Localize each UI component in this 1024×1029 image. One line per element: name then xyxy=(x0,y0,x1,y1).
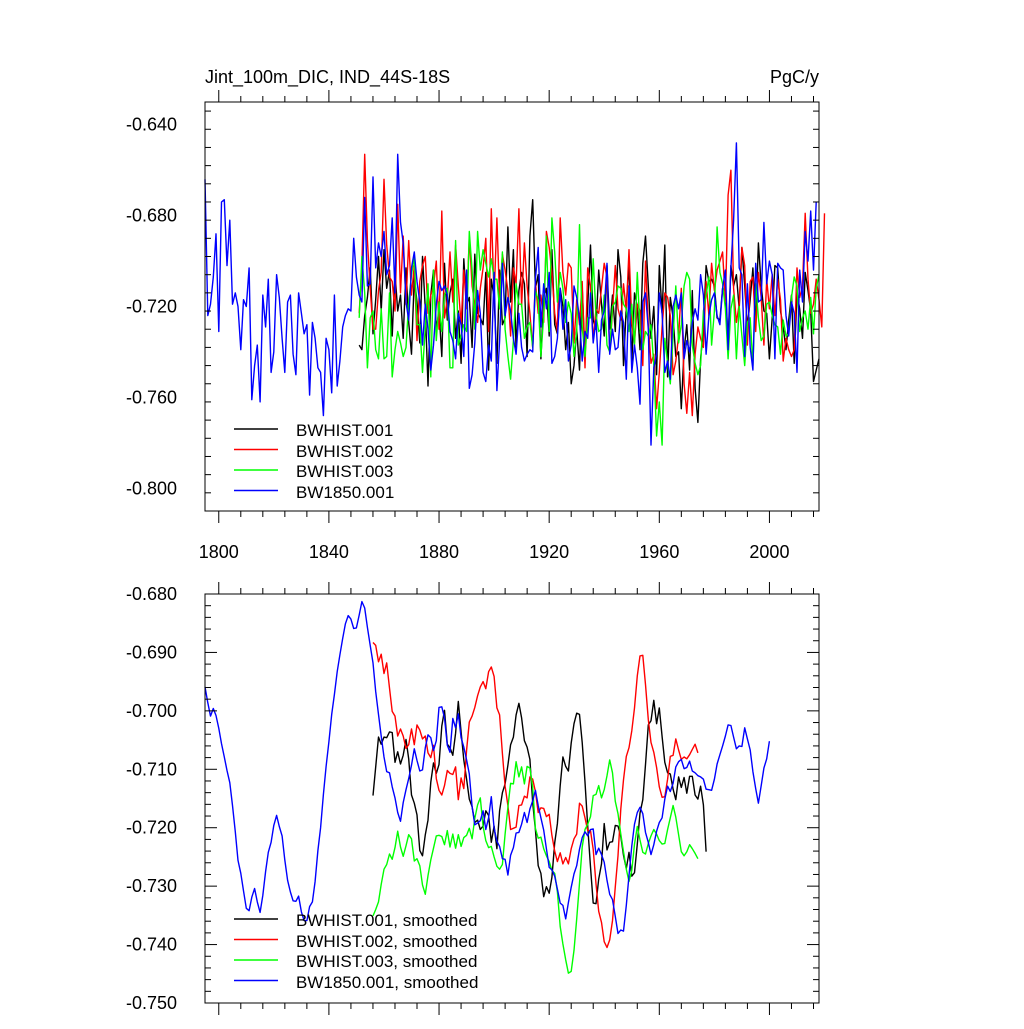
y-tick-label: -0.680 xyxy=(126,584,177,604)
y-tick-label: -0.740 xyxy=(126,935,177,955)
y-tick-label: -0.700 xyxy=(126,701,177,721)
top-panel-title: Jint_100m_DIC, IND_44S-18S xyxy=(205,67,450,88)
y-tick-label: -0.750 xyxy=(126,993,177,1013)
panel-smoothed: -0.680 -0.690 -0.700 -0.710 -0.720 -0.730 -0.7… xyxy=(126,582,820,1015)
legend-label-bwhist-001-smoothed: BWHIST.001, smoothed xyxy=(296,911,477,930)
x-tick-label: 1960 xyxy=(639,542,679,562)
x-tick-label: 1840 xyxy=(309,542,349,562)
y-tick-label: -0.680 xyxy=(126,206,177,226)
legend-label-bw1850-001: BW1850.001 xyxy=(296,483,394,502)
x-tick-label: 2000 xyxy=(749,542,789,562)
legend-label-bwhist-002: BWHIST.002 xyxy=(296,442,393,461)
y-tick-label: -0.720 xyxy=(126,297,177,317)
y-tick-label: -0.760 xyxy=(126,387,177,407)
y-tick-label: -0.720 xyxy=(126,818,177,838)
series-line-bw1850-001-smoothed xyxy=(204,600,771,935)
legend-label-bwhist-003-smoothed: BWHIST.003, smoothed xyxy=(296,952,477,971)
series-line-bwhist-002-smoothed xyxy=(372,642,699,949)
legend-label-bw1850-001-smoothed: BW1850.001, smoothed xyxy=(296,973,478,992)
y-tick-label: -0.730 xyxy=(126,876,177,896)
legend-label-bwhist-003: BWHIST.003 xyxy=(296,462,393,481)
series-line-bwhist-003-smoothed xyxy=(372,759,699,974)
y-tick-label: -0.640 xyxy=(126,115,177,135)
y-tick-label: -0.690 xyxy=(126,642,177,662)
x-tick-label: 1800 xyxy=(199,542,239,562)
series-line-bw1850-001 xyxy=(204,142,817,446)
panel-raw: -0.640 -0.680 -0.720 -0.760 -0.800 1800 1840 18… xyxy=(126,90,826,562)
plot-frame xyxy=(204,593,820,1004)
x-tick-label: 1880 xyxy=(419,542,459,562)
y-tick-label: -0.800 xyxy=(126,478,177,498)
series-line-bwhist-001-smoothed xyxy=(372,699,707,905)
plot-frame xyxy=(204,101,820,512)
top-panel-units: PgC/y xyxy=(770,67,819,87)
legend-label-bwhist-002-smoothed: BWHIST.002, smoothed xyxy=(296,932,477,951)
legend-label-bwhist-001: BWHIST.001 xyxy=(296,421,393,440)
y-tick-label: -0.710 xyxy=(126,759,177,779)
x-tick-label: 1920 xyxy=(529,542,569,562)
